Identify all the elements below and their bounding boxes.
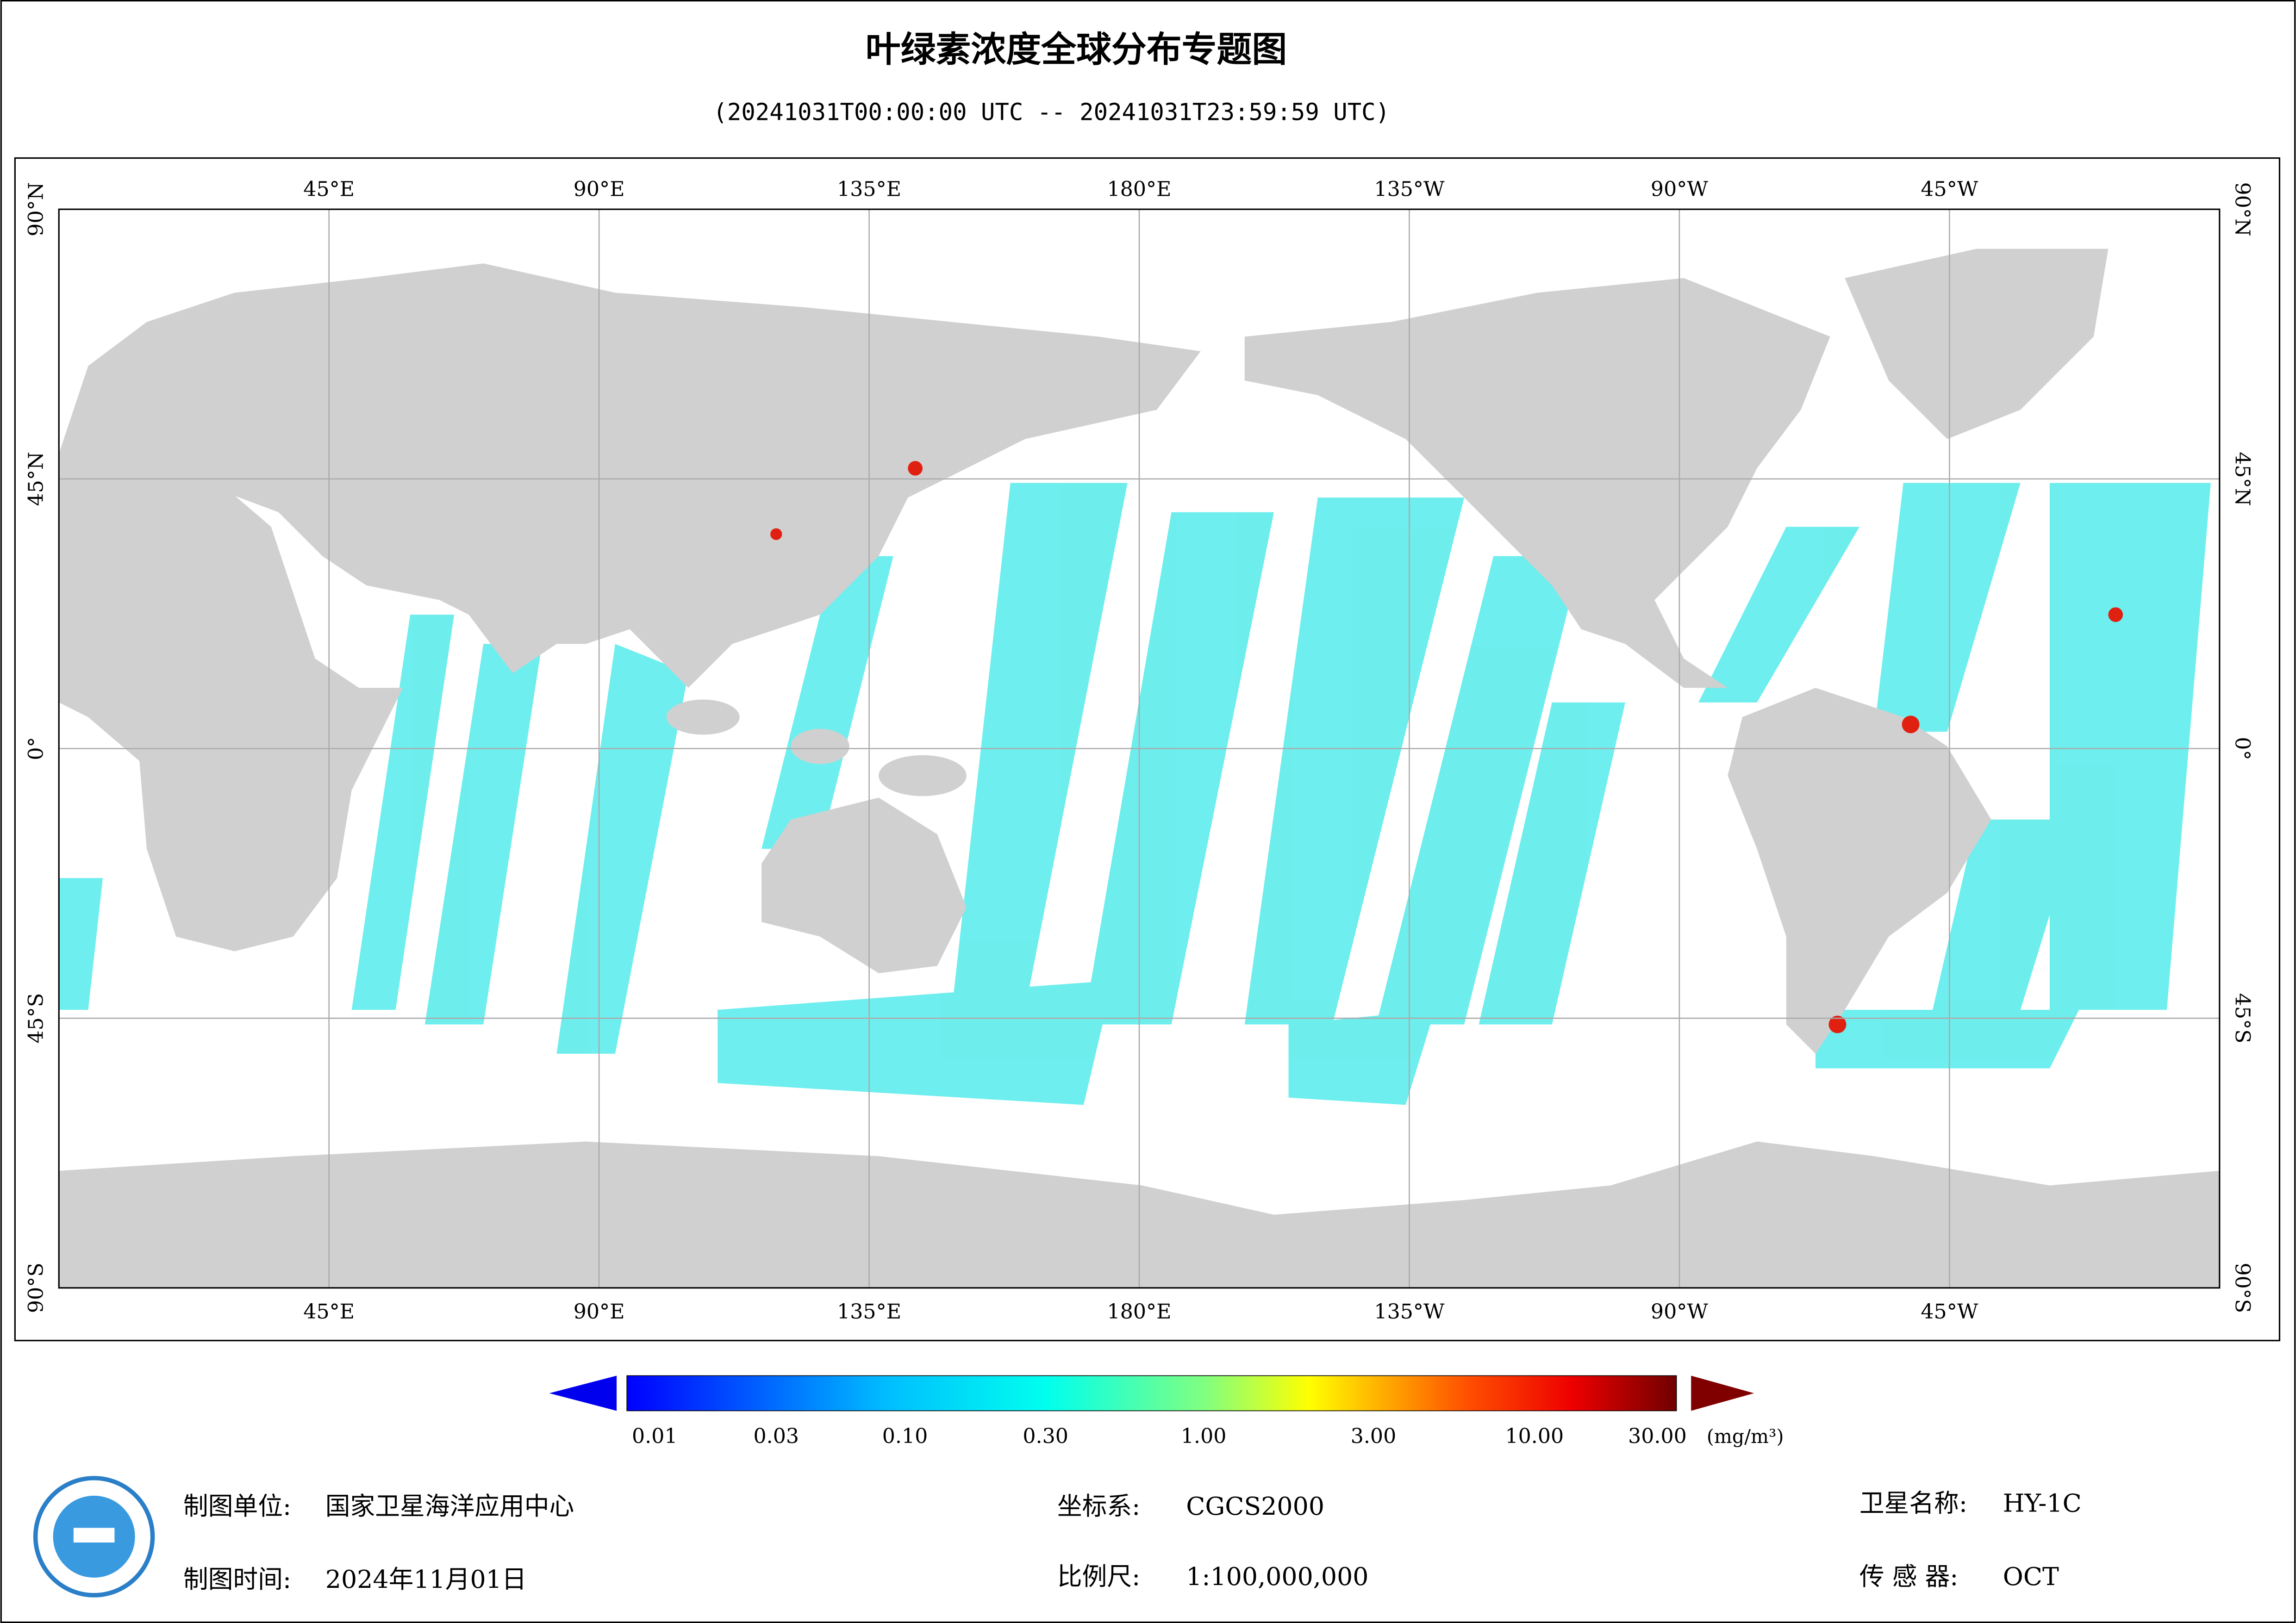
colorbar-label: 30.00 <box>1628 1424 1687 1448</box>
swaths <box>59 483 2211 1105</box>
lon-label-bottom: 90°E <box>574 1300 625 1324</box>
lon-label-bottom: 180°E <box>1107 1300 1172 1324</box>
unit-label: 制图单位: <box>183 1492 291 1521</box>
graticule <box>59 209 2220 1288</box>
sat-label: 卫星名称: <box>1859 1489 1967 1518</box>
swath <box>1698 527 1859 703</box>
lon-label-bottom: 135°E <box>837 1300 901 1324</box>
island <box>666 699 740 735</box>
unit: 国家卫星海洋应用中心 <box>325 1492 574 1521</box>
swath <box>1376 556 1582 1025</box>
colorbar <box>626 1375 1677 1412</box>
colorbar-label: 0.03 <box>753 1424 799 1448</box>
swath <box>1932 819 2079 1010</box>
australia <box>761 797 967 973</box>
colorbar-label: 3.00 <box>1351 1424 1397 1448</box>
high-chl <box>770 461 2123 1033</box>
north-america <box>1244 278 1830 688</box>
title: 叶绿素浓度全球分布专题图 <box>866 29 1287 70</box>
sat: HY-1C <box>2003 1489 2082 1518</box>
colorbar-labels: 0.01 0.03 0.10 0.30 1.00 3.00 10.00 30.00 <box>632 1424 1687 1448</box>
lon-label-bottom: 135°W <box>1374 1300 1445 1324</box>
lon-label-top: 45°W <box>1921 178 1978 201</box>
lon-label-bottom: 45°E <box>303 1300 355 1324</box>
swath <box>1288 1009 1435 1105</box>
lat-label-right: 90°S <box>2231 1262 2254 1313</box>
colorbar-low <box>549 1375 617 1411</box>
scale: 1:100,000,000 <box>1186 1562 1368 1591</box>
lat-label-right: 45°S <box>2231 993 2254 1044</box>
colorbar-label: 10.00 <box>1505 1424 1564 1448</box>
hotspot <box>1902 715 1920 734</box>
island <box>879 755 967 796</box>
logo-satellite <box>73 1528 115 1543</box>
time-label: 制图时间: <box>183 1565 291 1594</box>
swath <box>718 980 1113 1105</box>
map-border <box>58 208 2221 1289</box>
hotspot <box>770 528 782 540</box>
swath <box>1083 512 1274 1025</box>
swath <box>1479 702 1625 1025</box>
swath <box>59 878 103 1010</box>
time: 2024年11月01日 <box>325 1565 527 1594</box>
lon-label-top: 135°E <box>837 178 901 201</box>
colorbar-unit: (mg/m³) <box>1707 1425 1784 1448</box>
logo <box>33 1476 155 1598</box>
hotspot <box>908 461 923 476</box>
lat-label-right: 90°N <box>2231 182 2254 236</box>
swath <box>424 644 542 1025</box>
island <box>791 728 849 764</box>
africa <box>59 468 403 951</box>
crs-label: 坐标系: <box>1057 1492 1140 1521</box>
colorbar-high <box>1691 1375 1754 1411</box>
lat-label-right: 45°N <box>2231 452 2254 506</box>
lon-label-top: 135°W <box>1374 178 1445 201</box>
colorbar-label: 0.01 <box>632 1424 678 1448</box>
map <box>58 208 2221 1289</box>
swath <box>1874 483 2021 732</box>
lat-label-left: 90°N <box>24 182 48 236</box>
lon-label-top: 45°E <box>303 178 355 201</box>
lat-label-left: 0° <box>24 737 48 760</box>
colorbar-label: 0.30 <box>1023 1424 1068 1448</box>
lon-label-bottom: 45°W <box>1921 1300 1978 1324</box>
south-america <box>1728 688 1991 1054</box>
crs: CGCS2000 <box>1186 1492 1324 1521</box>
swath <box>351 615 455 1010</box>
lat-label-right: 0° <box>2231 737 2254 760</box>
lon-label-bottom: 90°W <box>1651 1300 1708 1324</box>
greenland <box>1845 249 2109 439</box>
swath <box>1816 1009 2079 1069</box>
lon-label-top: 90°E <box>574 178 625 201</box>
scale-label: 比例尺: <box>1057 1562 1140 1591</box>
map-frame <box>14 157 2281 1342</box>
lat-label-left: 45°N <box>24 452 48 506</box>
lat-label-left: 90°S <box>24 1262 48 1313</box>
lon-label-top: 180°E <box>1107 178 1172 201</box>
sensor: OCT <box>2003 1562 2059 1591</box>
swath <box>952 483 1128 1010</box>
colorbar-label: 0.10 <box>882 1424 928 1448</box>
subtitle: (20241031T00:00:00 UTC -- 20241031T23:59… <box>713 98 1390 125</box>
lon-label-top: 90°W <box>1651 178 1708 201</box>
swath <box>761 556 893 849</box>
lat-label-left: 45°S <box>24 993 48 1044</box>
eurasia <box>59 263 1201 688</box>
sensor-label: 传 感 器: <box>1859 1562 1959 1591</box>
hotspot <box>1828 1015 1847 1033</box>
swath <box>2049 483 2211 1010</box>
colorbar-label: 1.00 <box>1181 1424 1227 1448</box>
hotspot <box>2108 607 2123 622</box>
swath <box>556 644 689 1054</box>
